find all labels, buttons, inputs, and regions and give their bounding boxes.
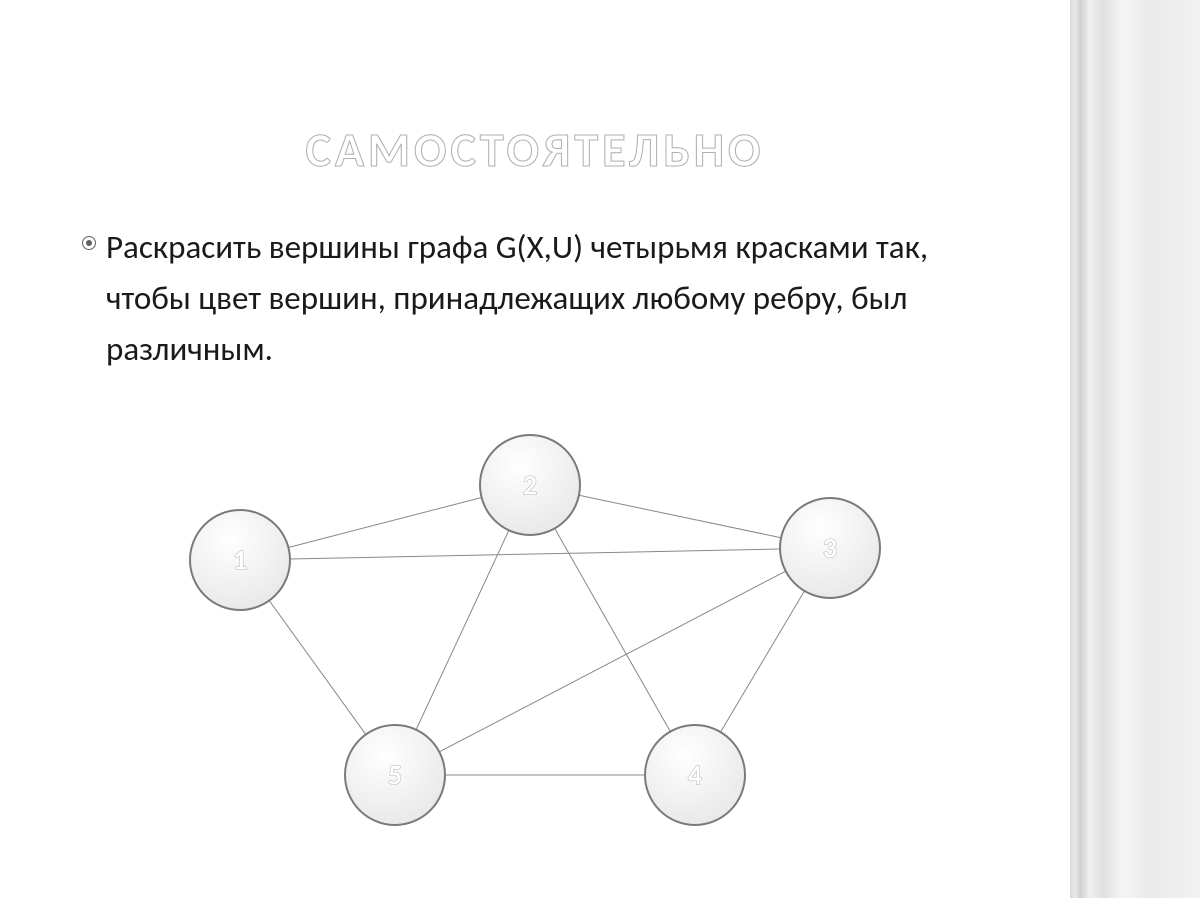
- node-4: 4: [645, 725, 745, 825]
- edge-1-2: [288, 498, 481, 548]
- edge-2-3: [579, 495, 781, 537]
- node-2: 2: [480, 435, 580, 535]
- edges-layer: [269, 495, 804, 775]
- bullet-icon: [82, 236, 96, 250]
- edge-1-5: [269, 601, 366, 735]
- edge-2-5: [416, 530, 509, 729]
- node-5: 5: [345, 725, 445, 825]
- node-label-1: 1: [233, 543, 247, 578]
- bullet-block: Раскрасить вершины графа G(X,U) четырьмя…: [82, 222, 962, 375]
- slide-page: САМОСТОЯТЕЛЬНО Раскрасить вершины графа …: [0, 0, 1070, 898]
- node-3: 3: [780, 498, 880, 598]
- node-1: 1: [190, 510, 290, 610]
- node-label-2: 2: [523, 468, 537, 503]
- node-label-5: 5: [388, 758, 402, 793]
- edge-1-3: [290, 549, 780, 559]
- bullet-item: Раскрасить вершины графа G(X,U) четырьмя…: [82, 222, 962, 375]
- node-label-4: 4: [688, 758, 702, 793]
- edge-3-5: [439, 571, 785, 752]
- slide-title: САМОСТОЯТЕЛЬНО: [0, 120, 1070, 179]
- graph-diagram: 1 2 3 4 5: [150, 420, 920, 840]
- bullet-text: Раскрасить вершины графа G(X,U) четырьмя…: [106, 222, 962, 375]
- node-label-3: 3: [823, 531, 837, 566]
- edge-3-4: [721, 591, 805, 732]
- edge-2-4: [555, 528, 671, 731]
- nodes-layer: 1 2 3 4 5: [190, 435, 880, 825]
- page-spine: [1070, 0, 1200, 898]
